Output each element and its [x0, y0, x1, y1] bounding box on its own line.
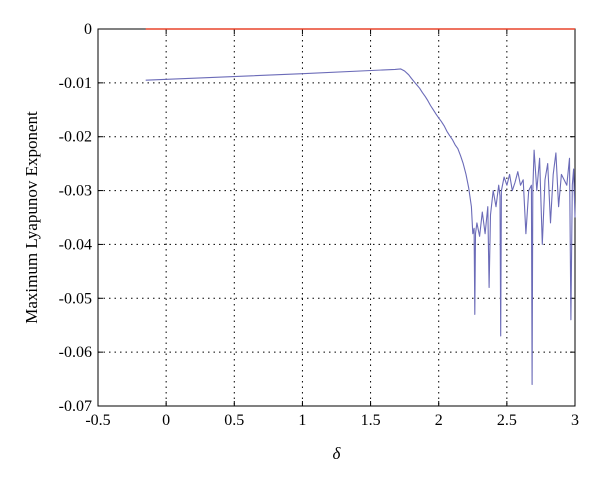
ticks [97, 28, 576, 407]
y-tick-label: -0.01 [59, 75, 92, 92]
x-tick-label: 0 [162, 412, 170, 429]
y-tick-labels: 0 -0.01 -0.02 -0.03 -0.04 -0.05 -0.06 -0.07 [59, 21, 92, 415]
y-tick-label: -0.04 [59, 236, 92, 253]
y-tick-label: -0.05 [59, 290, 92, 307]
y-tick-label: -0.03 [59, 183, 92, 200]
x-tick-label: 1 [298, 412, 306, 429]
y-tick-label: -0.02 [59, 129, 92, 146]
series-group [145, 28, 576, 386]
y-tick-label: -0.07 [59, 398, 92, 415]
plot-frame [97, 28, 576, 407]
x-axis-label: δ [333, 444, 342, 463]
x-tick-label: 3 [571, 412, 579, 429]
y-tick-label: 0 [84, 21, 92, 38]
x-tick-label: 0.5 [224, 412, 244, 429]
x-tick-labels: -0.5 0 0.5 1 1.5 2 2.5 3 [85, 412, 579, 429]
series-line-2 [145, 68, 576, 386]
x-tick-label: 1.5 [361, 412, 381, 429]
grid [98, 29, 575, 406]
x-tick-label: 2 [435, 412, 443, 429]
x-tick-label: -0.5 [85, 412, 110, 429]
y-tick-label: -0.06 [59, 344, 92, 361]
x-tick-label: 2.5 [497, 412, 517, 429]
y-axis-label: Maximum Lyapunov Exponent [22, 111, 41, 324]
